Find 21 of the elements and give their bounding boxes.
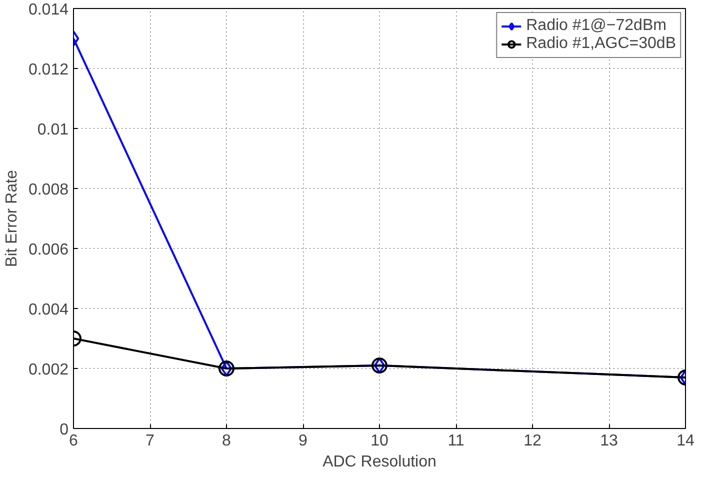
y-tick-label: 0.01 [37, 122, 69, 138]
y-axis-title: Bit Error Rate [3, 170, 20, 267]
legend-label: Radio #1@−72dBm [526, 17, 666, 35]
x-tick-label: 11 [448, 432, 464, 450]
x-tick-label: 12 [524, 432, 542, 450]
y-tick-label: 0.008 [28, 182, 69, 198]
y-tick-label: 0 [60, 422, 69, 438]
x-tick-label: 14 [676, 432, 694, 450]
x-axis-title: ADC Resolution [322, 454, 436, 470]
y-tick-label: 0.012 [28, 62, 69, 78]
x-tick-label: 7 [146, 432, 155, 450]
x-tick-label: 8 [222, 432, 232, 450]
x-tick-label: 9 [298, 432, 308, 450]
y-tick-label: 0.004 [28, 302, 69, 318]
y-tick-label: 0.014 [28, 2, 69, 18]
x-tick-label: 10 [370, 432, 388, 450]
x-tick-label: 6 [69, 432, 78, 450]
x-tick-label: 13 [600, 432, 618, 450]
legend-label: Radio #1,AGC=30dB [526, 35, 676, 53]
y-tick-label: 0.006 [28, 242, 69, 258]
y-tick-label: 0.002 [28, 362, 69, 378]
